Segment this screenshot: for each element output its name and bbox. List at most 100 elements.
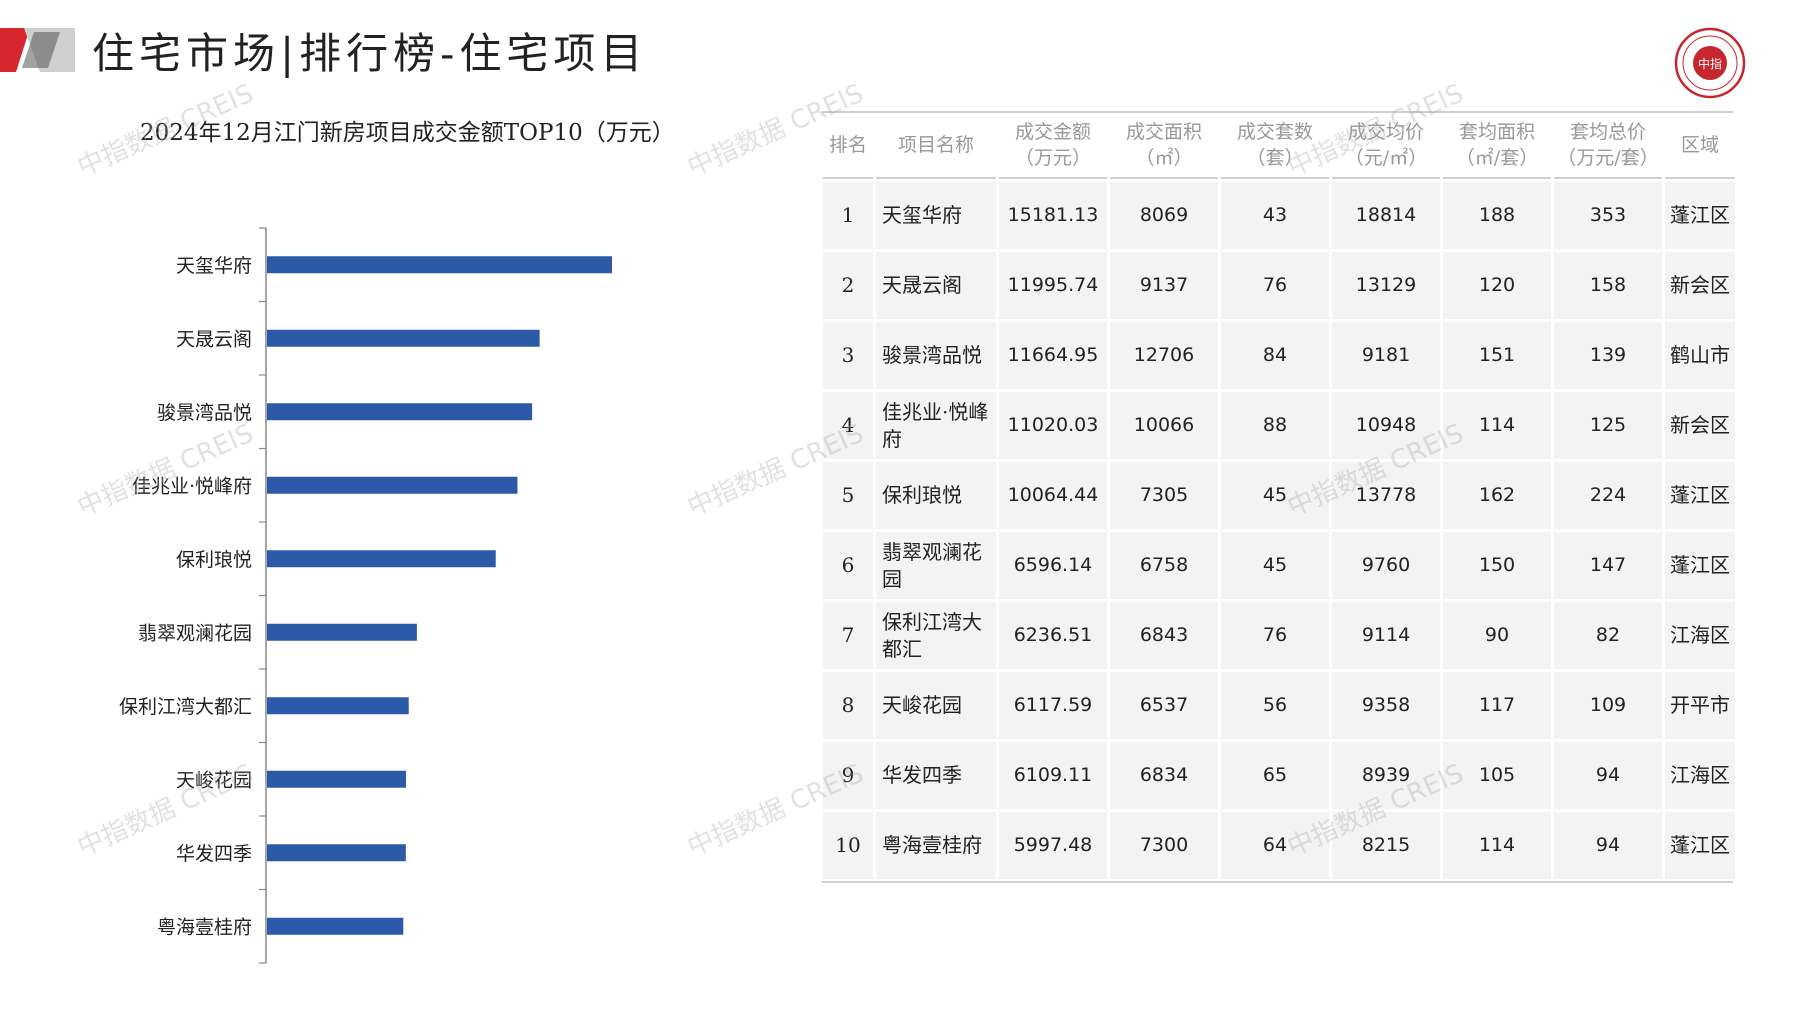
table-cell: 6537	[1110, 672, 1218, 739]
column-header-text: 区域	[1680, 134, 1719, 156]
table-body: 1 天玺华府 15181.13 8069 43 18814 188 353 蓬江区 2 天晟云阁 11…	[823, 182, 1735, 879]
table-cell: 11020.03	[999, 392, 1107, 459]
table-cell: 13129	[1332, 252, 1440, 319]
column-header-text: 成交金额	[1014, 121, 1091, 143]
table-cell: 12706	[1110, 322, 1218, 389]
table-cell: 4	[823, 392, 873, 459]
column-header: 区域	[1665, 113, 1735, 179]
table-cell: 新会区	[1665, 392, 1735, 459]
table-cell: 43	[1221, 182, 1329, 249]
table-cell: 天晟云阁	[876, 252, 996, 319]
table-cell: 114	[1443, 392, 1551, 459]
table-row: 8 天峻花园 6117.59 6537 56 9358 117 109 开平市	[823, 672, 1735, 739]
table-cell: 天玺华府	[876, 182, 996, 249]
bar	[267, 844, 406, 862]
table-row: 7 保利江湾大都汇 6236.51 6843 76 9114 90 82 江海区	[823, 602, 1735, 669]
table-row: 9 华发四季 6109.11 6834 65 8939 105 94 江海区	[823, 742, 1735, 809]
table-cell: 6834	[1110, 742, 1218, 809]
header-decoration	[0, 28, 75, 72]
table-cell: 125	[1554, 392, 1662, 459]
bar-chart: 天玺华府天晟云阁骏景湾品悦佳兆业·悦峰府保利琅悦翡翠观澜花园保利江湾大都汇天峻花…	[119, 227, 613, 964]
table-cell: 9358	[1332, 672, 1440, 739]
table-header-row: 排名 项目名称 成交金额 （万元） 成交面积 （㎡） 成交套数 （套） 成交均价 （元/㎡） 套均面…	[823, 113, 1735, 179]
table-cell: 翡翠观澜花园	[876, 532, 996, 599]
table-cell: 粤海壹桂府	[876, 812, 996, 879]
table-cell: 6758	[1110, 532, 1218, 599]
table-cell: 147	[1554, 532, 1662, 599]
table-cell: 7	[823, 602, 873, 669]
table-row: 10 粤海壹桂府 5997.48 7300 64 8215 114 94 蓬江区	[823, 812, 1735, 879]
category-label: 天玺华府	[176, 255, 252, 277]
chart-title: 2024年12月江门新房项目成交金额TOP10（万元）	[140, 120, 675, 146]
category-label: 天峻花园	[176, 769, 252, 791]
table-cell: 11664.95	[999, 322, 1107, 389]
table-cell: 1	[823, 182, 873, 249]
table-top-border	[822, 111, 1733, 113]
table-cell: 13778	[1332, 462, 1440, 529]
table-cell: 5	[823, 462, 873, 529]
table-cell: 8215	[1332, 812, 1440, 879]
column-header-text: 项目名称	[897, 134, 974, 156]
table-cell: 新会区	[1665, 252, 1735, 319]
table-cell: 7305	[1110, 462, 1218, 529]
column-header-text: 成交套数	[1236, 121, 1313, 143]
table-cell: 109	[1554, 672, 1662, 739]
page-title: 住宅市场|排行榜-住宅项目	[92, 29, 648, 78]
table-cell: 蓬江区	[1665, 532, 1735, 599]
table-row: 5 保利琅悦 10064.44 7305 45 13778 162 224 蓬江区	[823, 462, 1735, 529]
table-cell: 华发四季	[876, 742, 996, 809]
table-cell: 18814	[1332, 182, 1440, 249]
table-cell: 151	[1443, 322, 1551, 389]
table-cell: 9114	[1332, 602, 1440, 669]
table-cell: 162	[1443, 462, 1551, 529]
bar	[267, 256, 613, 274]
column-header-text: （套）	[1246, 147, 1304, 169]
table-cell: 6	[823, 532, 873, 599]
table-cell: 158	[1554, 252, 1662, 319]
category-label: 天晟云阁	[176, 328, 252, 350]
column-header: 项目名称	[876, 113, 996, 179]
table-cell: 3	[823, 322, 873, 389]
table-cell: 120	[1443, 252, 1551, 319]
table-cell: 蓬江区	[1665, 182, 1735, 249]
column-header: 成交套数 （套）	[1221, 113, 1329, 179]
table-cell: 188	[1443, 182, 1551, 249]
table-row: 3 骏景湾品悦 11664.95 12706 84 9181 151 139 鹤山市	[823, 322, 1735, 389]
table-cell: 11995.74	[999, 252, 1107, 319]
column-header: 套均总价 （万元/套）	[1554, 113, 1662, 179]
table-cell: 10066	[1110, 392, 1218, 459]
category-label: 保利琅悦	[176, 549, 252, 571]
table-cell: 鹤山市	[1665, 322, 1735, 389]
table-cell: 2	[823, 252, 873, 319]
table-cell: 9137	[1110, 252, 1218, 319]
table-cell: 6109.11	[999, 742, 1107, 809]
table-cell: 9760	[1332, 532, 1440, 599]
column-header: 成交面积 （㎡）	[1110, 113, 1218, 179]
column-header-text: 成交均价	[1347, 121, 1424, 143]
header-dark-shape	[22, 32, 60, 68]
table-cell: 353	[1554, 182, 1662, 249]
table-cell: 骏景湾品悦	[876, 322, 996, 389]
table-cell: 江海区	[1665, 742, 1735, 809]
table-cell: 蓬江区	[1665, 462, 1735, 529]
table-cell: 45	[1221, 532, 1329, 599]
table-cell: 6117.59	[999, 672, 1107, 739]
table-cell: 117	[1443, 672, 1551, 739]
table-row: 6 翡翠观澜花园 6596.14 6758 45 9760 150 147 蓬江区	[823, 532, 1735, 599]
table-bottom-border	[822, 881, 1733, 883]
table-cell: 84	[1221, 322, 1329, 389]
column-header-text: （㎡/套）	[1455, 147, 1539, 169]
table-cell: 94	[1554, 742, 1662, 809]
table-cell: 150	[1443, 532, 1551, 599]
table-cell: 6236.51	[999, 602, 1107, 669]
table-cell: 45	[1221, 462, 1329, 529]
table-cell: 76	[1221, 252, 1329, 319]
ranking-table: 排名 项目名称 成交金额 （万元） 成交面积 （㎡） 成交套数 （套） 成交均价 （元/㎡） 套均面…	[820, 110, 1738, 882]
category-label: 华发四季	[176, 843, 252, 865]
bar	[267, 550, 496, 568]
bar	[267, 770, 407, 788]
column-header-text: （万元）	[1014, 147, 1091, 169]
column-header-text: 套均总价	[1569, 121, 1646, 143]
logo-text: 中指	[1698, 56, 1722, 71]
table-cell: 224	[1554, 462, 1662, 529]
